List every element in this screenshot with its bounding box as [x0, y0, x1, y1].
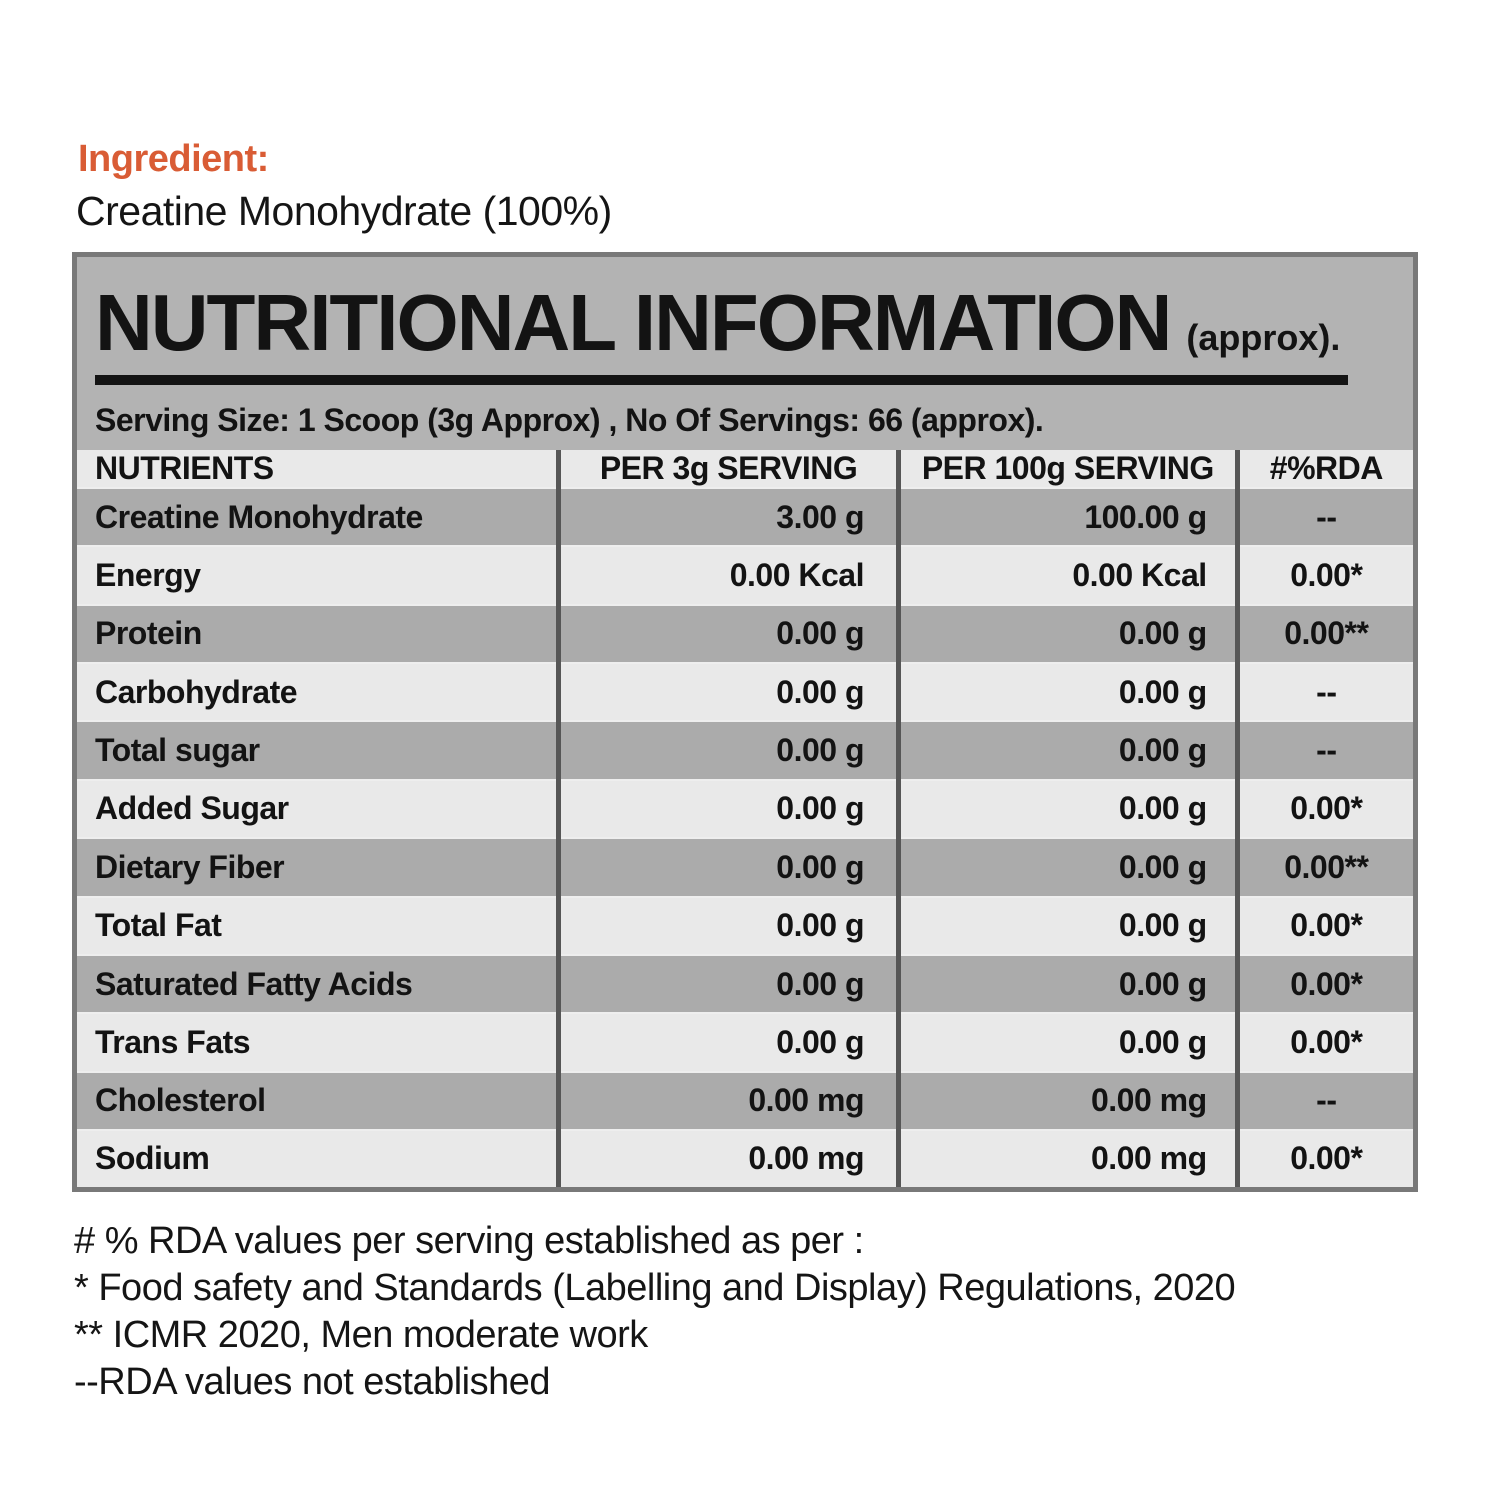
footnote-line: --RDA values not established — [74, 1361, 551, 1403]
per-100g-value-cell: 0.00 g — [895, 604, 1238, 664]
nutrient-name-cell: Trans Fats — [95, 1023, 251, 1060]
rda-value-cell: 0.00* — [1234, 954, 1413, 1014]
table-row: Energy 0.00 Kcal 0.00 Kcal 0.00* — [77, 546, 1413, 605]
nutrient-name-cell: Protein — [95, 615, 202, 652]
per-100g-value-cell: 0.00 g — [895, 896, 1238, 955]
table-row: Total Fat 0.00 g 0.00 g 0.00* — [77, 896, 1413, 955]
per-3g-value-cell: 3.00 g — [556, 488, 899, 547]
nutrition-panel: NUTRITIONAL INFORMATION (approx). Servin… — [72, 252, 1418, 1192]
per-3g-value-cell: 0.00 g — [556, 896, 899, 955]
footnote-line: * Food safety and Standards (Labelling a… — [74, 1267, 1236, 1309]
footnote-line: ** ICMR 2020, Men moderate work — [74, 1314, 648, 1356]
per-100g-value-cell: 0.00 g — [895, 721, 1238, 780]
footnotes: # % RDA values per serving established a… — [74, 1218, 1236, 1406]
per-3g-value-cell: 0.00 g — [556, 604, 899, 664]
panel-title-line: NUTRITIONAL INFORMATION (approx). — [95, 283, 1397, 363]
rda-value-cell: 0.00* — [1234, 546, 1413, 605]
rda-value-cell: -- — [1234, 488, 1413, 547]
per-100g-value-cell: 0.00 g — [895, 663, 1238, 722]
table-row: Carbohydrate 0.00 g 0.00 g -- — [77, 663, 1413, 722]
footnote-line: # % RDA values per serving established a… — [74, 1220, 864, 1262]
per-3g-value-cell: 0.00 Kcal — [556, 546, 899, 605]
per-3g-value-cell: 0.00 g — [556, 663, 899, 722]
table-body: Creatine Monohydrate 3.00 g 100.00 g -- Ener… — [77, 488, 1413, 1187]
per-100g-value-cell: 0.00 mg — [895, 1071, 1238, 1130]
nutrient-name-cell: Cholesterol — [95, 1082, 266, 1119]
table-row: Protein 0.00 g 0.00 g 0.00** — [77, 604, 1413, 664]
nutrient-name-cell: Saturated Fatty Acids — [95, 965, 413, 1002]
nutrient-name-cell: Total Fat — [95, 907, 222, 944]
table-row: Creatine Monohydrate 3.00 g 100.00 g -- — [77, 488, 1413, 547]
table-row: Dietary Fiber 0.00 g 0.00 g 0.00** — [77, 838, 1413, 897]
rda-value-cell: 0.00** — [1234, 838, 1413, 897]
panel-header: NUTRITIONAL INFORMATION (approx). Servin… — [77, 257, 1413, 450]
table-row: Trans Fats 0.00 g 0.00 g 0.00* — [77, 1013, 1413, 1072]
table-row: Total sugar 0.00 g 0.00 g -- — [77, 721, 1413, 780]
per-100g-value-cell: 0.00 g — [895, 954, 1238, 1014]
per-3g-value-cell: 0.00 g — [556, 838, 899, 897]
nutrient-name-cell: Energy — [95, 557, 201, 594]
rda-value-cell: 0.00* — [1234, 896, 1413, 955]
column-header-0: NUTRIENTS — [95, 450, 274, 486]
table-header: NUTRIENTS PER 3g SERVING PER 100g SERVING #… — [77, 450, 1413, 488]
column-header-3: #%RDA — [1234, 450, 1413, 488]
per-100g-value-cell: 0.00 g — [895, 779, 1238, 839]
per-3g-value-cell: 0.00 g — [556, 779, 899, 839]
per-100g-value-cell: 0.00 Kcal — [895, 546, 1238, 605]
rda-value-cell: 0.00* — [1234, 1013, 1413, 1072]
rda-value-cell: -- — [1234, 1071, 1413, 1130]
rda-value-cell: 0.00* — [1234, 779, 1413, 839]
nutrient-name-cell: Added Sugar — [95, 790, 289, 827]
table-header-row: NUTRIENTS PER 3g SERVING PER 100g SERVING #… — [77, 450, 1413, 488]
per-100g-value-cell: 0.00 g — [895, 1013, 1238, 1072]
per-100g-value-cell: 0.00 g — [895, 838, 1238, 897]
column-header-2: PER 100g SERVING — [895, 450, 1238, 488]
nutrient-name-cell: Sodium — [95, 1140, 210, 1177]
per-100g-value-cell: 0.00 mg — [895, 1129, 1238, 1187]
rda-value-cell: -- — [1234, 721, 1413, 780]
table-row: Cholesterol 0.00 mg 0.00 mg -- — [77, 1071, 1413, 1130]
table-row: Saturated Fatty Acids 0.00 g 0.00 g 0.00* — [77, 954, 1413, 1014]
rda-value-cell: -- — [1234, 663, 1413, 722]
per-3g-value-cell: 0.00 g — [556, 721, 899, 780]
panel-title-suffix: (approx). — [1186, 317, 1341, 358]
ingredient-value: Creatine Monohydrate (100%) — [76, 188, 612, 234]
per-100g-value-cell: 100.00 g — [895, 488, 1238, 547]
column-header-1: PER 3g SERVING — [556, 450, 899, 488]
nutrient-name-cell: Total sugar — [95, 732, 260, 769]
title-underline — [95, 375, 1348, 385]
rda-value-cell: 0.00* — [1234, 1129, 1413, 1187]
nutrition-table: NUTRIENTS PER 3g SERVING PER 100g SERVING #… — [77, 450, 1413, 1187]
panel-title: NUTRITIONAL INFORMATION — [95, 278, 1172, 367]
per-3g-value-cell: 0.00 mg — [556, 1071, 899, 1130]
rda-value-cell: 0.00** — [1234, 604, 1413, 664]
ingredient-label: Ingredient: — [78, 138, 269, 180]
per-3g-value-cell: 0.00 mg — [556, 1129, 899, 1187]
per-3g-value-cell: 0.00 g — [556, 954, 899, 1014]
per-3g-value-cell: 0.00 g — [556, 1013, 899, 1072]
serving-size-line: Serving Size: 1 Scoop (3g Approx) , No O… — [95, 402, 1044, 438]
table-row: Sodium 0.00 mg 0.00 mg 0.00* — [77, 1129, 1413, 1187]
table-row: Added Sugar 0.00 g 0.00 g 0.00* — [77, 779, 1413, 839]
nutrient-name-cell: Creatine Monohydrate — [95, 498, 423, 535]
nutrient-name-cell: Dietary Fiber — [95, 848, 285, 885]
nutrient-name-cell: Carbohydrate — [95, 673, 298, 710]
